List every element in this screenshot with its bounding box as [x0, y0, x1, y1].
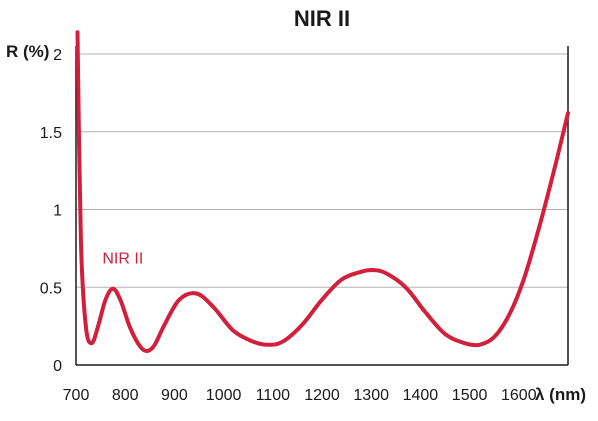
- x-tick-label-2: 900: [161, 387, 188, 404]
- annotations: NIR II: [102, 251, 143, 268]
- y-tick-label-4: 2: [53, 47, 62, 64]
- x-tick-label-5: 1200: [304, 387, 340, 404]
- series-line-0: [75, 30, 570, 354]
- gridlines: [76, 53, 568, 288]
- x-tick-label-9: 1600: [501, 387, 537, 404]
- series-annotation-0: NIR II: [102, 251, 143, 268]
- x-tick-labels: 700 800 900 1000 1100 1200 1300 1400 1500 1600: [63, 387, 537, 404]
- y-tick-label-0: 0: [53, 358, 62, 375]
- y-tick-label-3: 1.5: [40, 125, 62, 142]
- axes: [75, 46, 569, 366]
- x-tick-label-7: 1400: [403, 387, 439, 404]
- x-axis-label: λ (nm): [535, 385, 586, 404]
- y-tick-labels: 0 0.5 1 1.5 2: [40, 47, 62, 375]
- x-tick-label-3: 1000: [206, 387, 242, 404]
- x-tick-label-8: 1500: [452, 387, 488, 404]
- y-tick-label-2: 1: [53, 203, 62, 220]
- y-tick-label-1: 0.5: [40, 280, 62, 297]
- x-tick-label-1: 800: [112, 387, 139, 404]
- y-axis-label: R (%): [6, 42, 49, 61]
- x-tick-label-4: 1100: [256, 387, 291, 404]
- chart-title: NIR II: [294, 6, 350, 31]
- series-group: [75, 30, 570, 354]
- x-tick-label-0: 700: [63, 387, 90, 404]
- x-tick-label-6: 1300: [353, 387, 389, 404]
